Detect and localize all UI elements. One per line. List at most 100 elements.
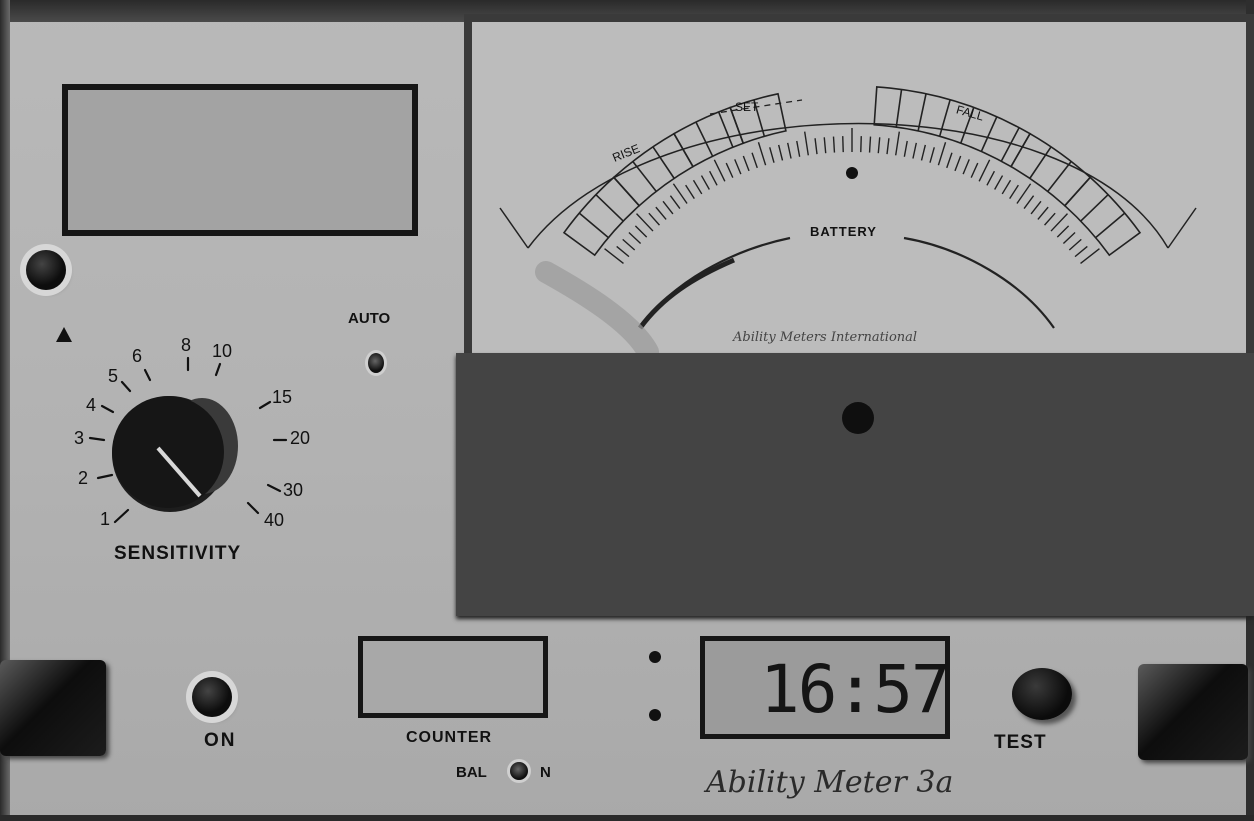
scale-tick	[803, 131, 809, 156]
scale-tick	[742, 155, 750, 172]
scale-2: 2	[78, 468, 89, 488]
scale-tick	[832, 136, 836, 153]
scale-6: 6	[132, 346, 143, 366]
scale-tick	[1009, 184, 1019, 199]
bal-label: BAL	[456, 764, 487, 781]
scale-tick	[796, 140, 801, 157]
scale-tick	[937, 142, 947, 166]
scale-box-divider	[595, 194, 624, 222]
scale-tick	[1080, 248, 1100, 265]
scale-tick	[725, 162, 734, 178]
scale-tick	[920, 144, 927, 161]
cover-screw	[842, 402, 874, 434]
scale-tick	[886, 138, 890, 155]
scale-box-divider	[917, 93, 927, 132]
scale-tick	[757, 142, 767, 166]
scale-30: 30	[283, 480, 304, 500]
pointer-icon	[156, 446, 202, 498]
scale-20: 20	[290, 428, 311, 448]
scale-box-divider	[695, 121, 714, 157]
right-square-button[interactable]	[1138, 664, 1248, 760]
test-knob[interactable]	[1012, 668, 1072, 720]
scale-3: 3	[74, 428, 85, 448]
meter-cover	[456, 353, 1254, 616]
scale-tick	[1016, 183, 1032, 204]
scale-tick	[895, 131, 901, 156]
scale-tick	[669, 195, 681, 209]
scale-5: 5	[108, 366, 119, 386]
indicator-led-bottom	[649, 709, 661, 721]
sensitivity-dial[interactable]	[60, 330, 340, 580]
scale-4: 4	[86, 395, 97, 415]
scale-box	[729, 92, 787, 145]
scale-box-divider	[980, 116, 998, 152]
auto-switch[interactable]	[368, 353, 384, 373]
clock-window	[700, 636, 950, 739]
frame-bottom	[0, 815, 1254, 821]
scale-tick	[1068, 238, 1082, 251]
scale-tick	[946, 152, 953, 169]
test-label: TEST	[994, 732, 1047, 753]
scale-tick	[616, 245, 630, 258]
scale-tick	[1056, 225, 1070, 238]
n-label: N	[540, 764, 551, 781]
scale-box-divider	[632, 160, 657, 192]
scale-tick	[1001, 179, 1012, 195]
scale-8: 8	[181, 335, 192, 355]
triangle-up-icon	[56, 327, 72, 342]
scale-tick	[1050, 213, 1068, 232]
adjust-knob[interactable]	[26, 250, 66, 290]
scale-box-divider	[1047, 160, 1072, 192]
on-label: ON	[204, 730, 237, 751]
scale-tick	[628, 232, 642, 244]
on-knob[interactable]	[192, 677, 232, 717]
bal-n-switch[interactable]	[510, 762, 528, 780]
scale-tick	[685, 184, 695, 199]
scale-tick	[751, 152, 758, 169]
scale-tick	[962, 159, 970, 175]
scale-tick	[708, 170, 718, 186]
scale-tick	[954, 155, 962, 172]
scale-tick	[655, 206, 667, 220]
meter-scale	[499, 86, 1197, 357]
scale-tick	[713, 159, 726, 182]
scale-tick	[1074, 245, 1088, 258]
scale-tick	[970, 162, 979, 178]
scale-tick	[912, 142, 918, 159]
indicator-led-top	[649, 651, 661, 663]
scale-box-divider	[717, 111, 734, 148]
scale-tick	[877, 137, 881, 154]
scale-box-divider	[1029, 146, 1052, 179]
scale-box-divider	[652, 146, 675, 179]
scale-box-divider	[938, 99, 951, 137]
scale-tick	[734, 159, 742, 175]
scale-tick	[1030, 200, 1042, 215]
scale-box-divider	[895, 89, 903, 128]
scale-tick	[636, 213, 654, 232]
scale-tick	[929, 147, 935, 163]
set-label: SET	[735, 100, 759, 114]
scale-tick	[1062, 232, 1076, 244]
scale-box-divider	[753, 99, 766, 137]
scale-tick	[777, 144, 784, 161]
scale-10: 10	[212, 341, 233, 361]
scale-box-divider	[1000, 127, 1020, 162]
left-square-button[interactable]	[0, 660, 106, 756]
upper-display-window	[62, 84, 418, 236]
scale-tick	[692, 179, 703, 195]
scale-tick	[994, 175, 1004, 190]
scale-tick	[634, 225, 648, 238]
scale-tick	[1023, 195, 1035, 209]
scale-tick	[672, 183, 688, 204]
scale-1: 1	[100, 509, 111, 529]
auto-label: AUTO	[348, 310, 391, 327]
scale-40: 40	[264, 510, 285, 530]
scale-tick	[986, 170, 996, 186]
scale-tick	[1037, 206, 1049, 220]
clock-digits: 16:57	[760, 651, 951, 728]
scale-tick	[823, 137, 827, 154]
scale-tick	[786, 142, 792, 159]
scale-tick	[662, 200, 674, 215]
scale-box	[1063, 176, 1142, 257]
